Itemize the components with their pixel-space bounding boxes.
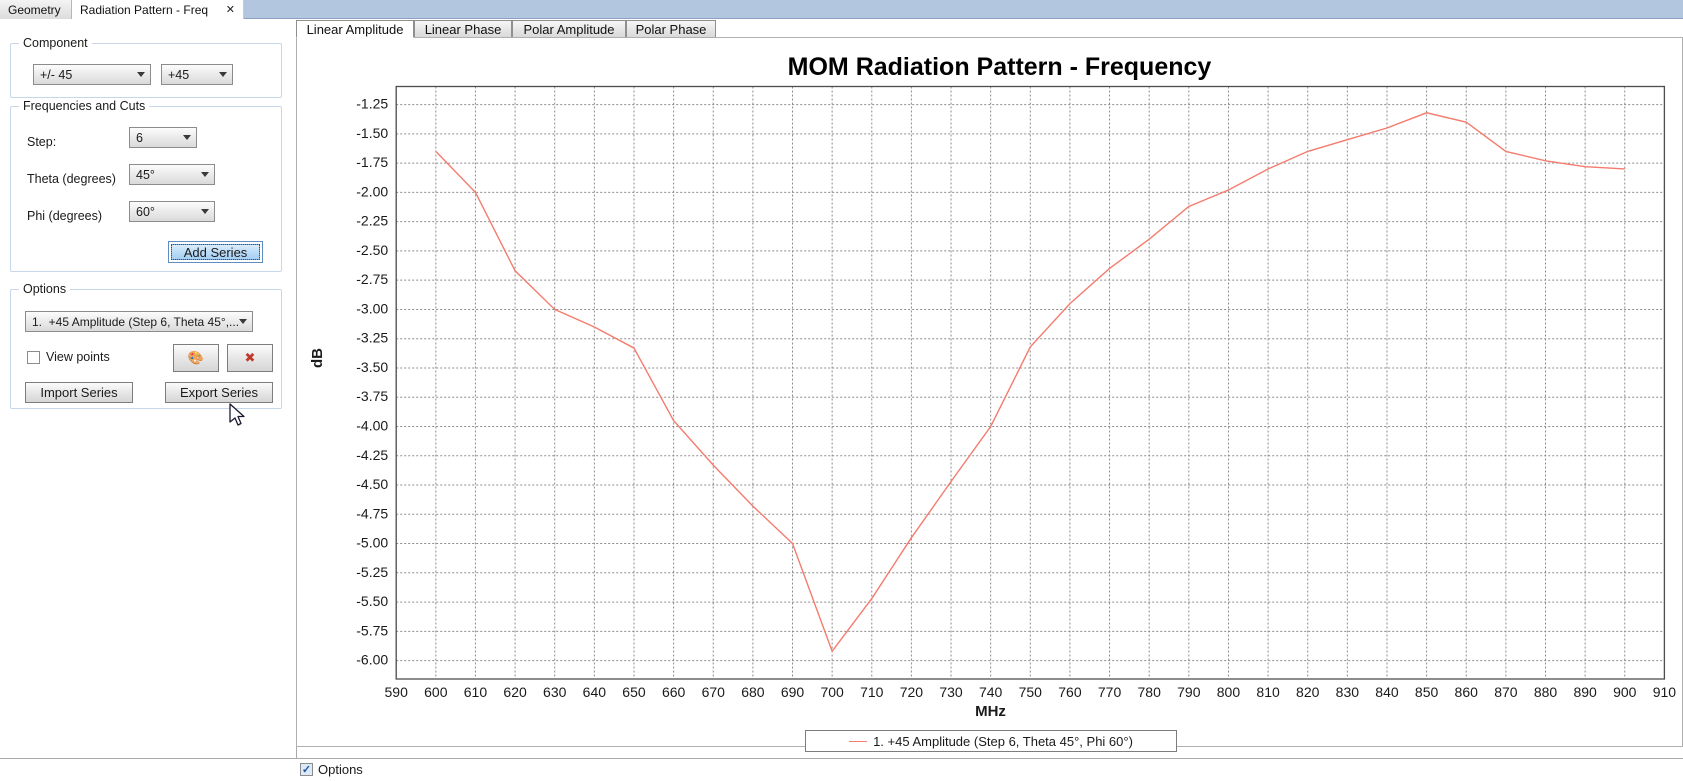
svg-text:720: 720 [900,684,924,700]
svg-text:-2.50: -2.50 [356,242,388,258]
svg-text:840: 840 [1375,684,1399,700]
svg-text:-4.00: -4.00 [356,417,388,433]
svg-text:-3.25: -3.25 [356,330,388,346]
svg-text:610: 610 [464,684,488,700]
svg-text:770: 770 [1098,684,1122,700]
svg-text:730: 730 [939,684,963,700]
svg-text:600: 600 [424,684,448,700]
svg-text:850: 850 [1415,684,1439,700]
svg-text:750: 750 [1019,684,1043,700]
svg-text:-5.50: -5.50 [356,593,388,609]
svg-text:-1.50: -1.50 [356,125,388,141]
svg-text:880: 880 [1534,684,1558,700]
svg-text:810: 810 [1256,684,1280,700]
svg-text:-5.25: -5.25 [356,564,388,580]
svg-text:-4.75: -4.75 [356,505,388,521]
svg-text:-4.50: -4.50 [356,476,388,492]
svg-text:700: 700 [820,684,844,700]
svg-text:740: 740 [979,684,1003,700]
svg-text:-2.00: -2.00 [356,183,388,199]
svg-text:620: 620 [503,684,527,700]
svg-text:-2.25: -2.25 [356,213,388,229]
svg-text:-3.50: -3.50 [356,359,388,375]
svg-text:890: 890 [1573,684,1597,700]
svg-text:650: 650 [622,684,646,700]
svg-text:660: 660 [662,684,686,700]
svg-text:-6.00: -6.00 [356,652,388,668]
svg-text:900: 900 [1613,684,1637,700]
svg-text:670: 670 [702,684,726,700]
svg-text:760: 760 [1058,684,1082,700]
svg-text:690: 690 [781,684,805,700]
svg-text:-5.75: -5.75 [356,622,388,638]
svg-text:-5.00: -5.00 [356,535,388,551]
svg-text:-1.75: -1.75 [356,154,388,170]
svg-text:780: 780 [1138,684,1162,700]
svg-text:800: 800 [1217,684,1241,700]
svg-text:-4.25: -4.25 [356,447,388,463]
svg-text:590: 590 [385,684,409,700]
svg-text:870: 870 [1494,684,1518,700]
svg-text:910: 910 [1653,684,1677,700]
svg-text:860: 860 [1455,684,1479,700]
svg-text:630: 630 [543,684,567,700]
svg-text:-1.25: -1.25 [356,96,388,112]
svg-text:710: 710 [860,684,884,700]
svg-text:790: 790 [1177,684,1201,700]
svg-text:-2.75: -2.75 [356,271,388,287]
svg-text:-3.75: -3.75 [356,388,388,404]
svg-text:640: 640 [583,684,607,700]
svg-text:-3.00: -3.00 [356,300,388,316]
svg-text:820: 820 [1296,684,1320,700]
svg-text:680: 680 [741,684,765,700]
svg-text:830: 830 [1336,684,1360,700]
